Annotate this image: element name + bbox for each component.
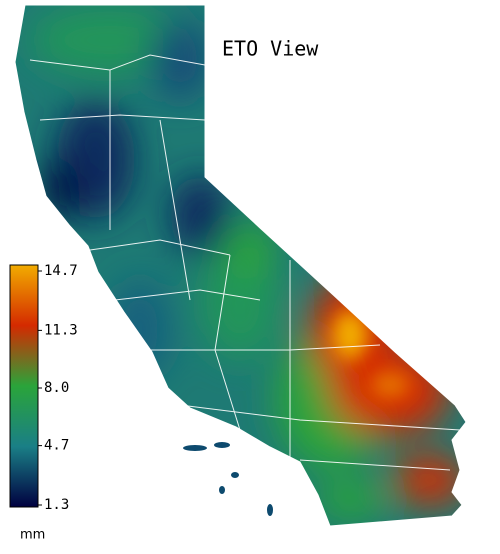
colorbar-tick-label: 8.0 — [44, 380, 69, 396]
legend-unit: mm — [20, 528, 45, 543]
islands — [183, 442, 273, 516]
legend: 14.7 11.3 8.0 4.7 1.3 — [9, 263, 78, 513]
colorbar-tick-label: 14.7 — [44, 263, 78, 279]
colorbar — [9, 264, 39, 508]
title: ETO View — [222, 37, 319, 61]
colorbar-tick-label: 11.3 — [44, 322, 78, 338]
colorbar-tick-label: 4.7 — [44, 438, 69, 454]
colorbar-tick-label: 1.3 — [44, 497, 69, 513]
